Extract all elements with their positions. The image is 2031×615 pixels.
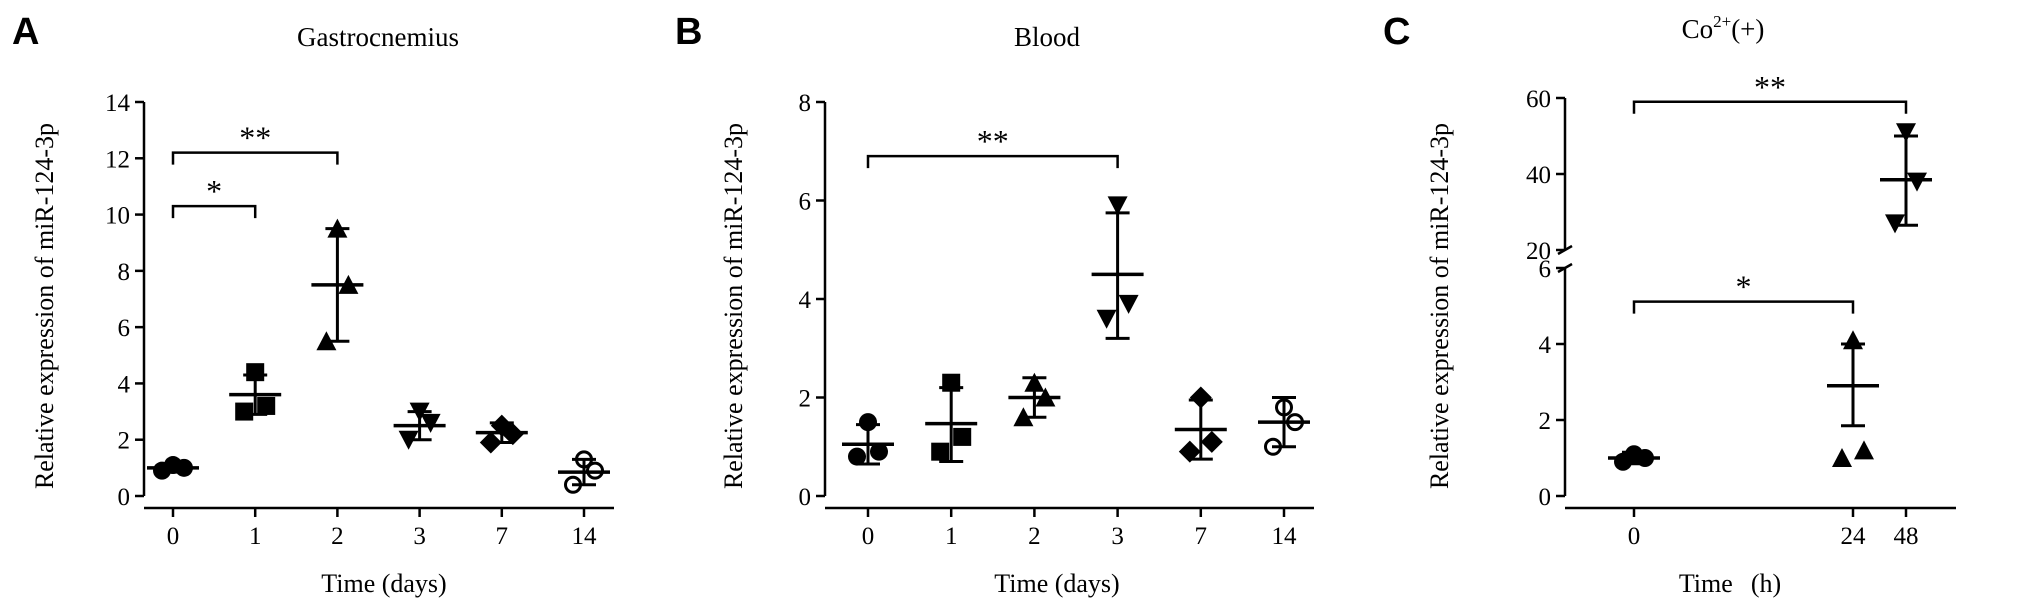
y-tick-label: 20 (1526, 238, 1551, 265)
panel-letter-b: B (675, 11, 702, 53)
data-point (1178, 440, 1201, 463)
significance-label: * (1736, 269, 1752, 305)
y-axis-label-b: Relative expression of miR-124-3p (719, 123, 748, 489)
significance-label: * (206, 173, 222, 209)
x-tick-label: 1 (945, 523, 958, 550)
significance-bracket (1632, 300, 1855, 314)
chart-title-a: Gastrocnemius (297, 22, 459, 52)
x-tick-label: 3 (1111, 523, 1124, 550)
significance-label: ** (977, 123, 1009, 159)
significance-bracket (866, 154, 1119, 169)
y-tick-label: 12 (105, 146, 130, 173)
x-tick-label: 14 (572, 523, 598, 550)
x-axis-label-a: Time (days) (321, 569, 446, 598)
y-tick-label: 4 (1539, 332, 1552, 359)
plot-area-b: 0 2 4 6 8 0 1 2 3 7 14 ** (799, 90, 1314, 550)
y-tick-label: 6 (1539, 256, 1552, 283)
panel-c: C Co2+(+) Relative expression of miR-124… (1383, 11, 1956, 598)
y-tick-label: 10 (105, 203, 130, 230)
x-tick-label: 0 (862, 523, 875, 550)
x-tick-label: 14 (1272, 523, 1298, 550)
chart-title-b: Blood (1014, 22, 1081, 52)
data-point (870, 442, 888, 461)
significance-label: ** (239, 120, 271, 156)
x-tick-label: 0 (1628, 523, 1641, 550)
y-tick-label: 4 (799, 287, 812, 314)
data-point (1907, 172, 1927, 192)
data-point (1832, 448, 1852, 467)
data-point (848, 447, 866, 466)
x-tick-label: 24 (1841, 523, 1867, 550)
x-tick-label: 2 (331, 523, 344, 550)
significance-label: ** (1754, 69, 1786, 105)
x-tick-label: 7 (1195, 523, 1208, 550)
y-tick-label: 8 (799, 90, 812, 117)
y-tick-label: 2 (1539, 408, 1552, 435)
data-point (420, 413, 441, 433)
y-tick-label: 4 (118, 371, 131, 398)
x-axis-label-c: Time (h) (1679, 569, 1781, 598)
data-point (1189, 386, 1212, 409)
x-axis-label-b: Time (days) (994, 569, 1119, 598)
y-tick-label: 6 (799, 189, 812, 216)
data-point (1096, 309, 1117, 329)
data-point (235, 402, 254, 421)
data-point (931, 442, 950, 461)
y-tick-label: 0 (1539, 484, 1552, 511)
y-tick-label: 8 (118, 259, 131, 286)
significance-bracket (171, 204, 257, 219)
y-tick-label: 0 (799, 484, 812, 511)
data-point (1118, 294, 1139, 314)
y-tick-label: 6 (118, 315, 131, 342)
y-tick-label: 2 (799, 386, 812, 413)
y-tick-label: 40 (1526, 162, 1551, 189)
panel-letter-a: A (12, 11, 39, 53)
y-tick-label: 2 (118, 428, 131, 455)
data-point (1896, 123, 1916, 143)
data-point (1854, 440, 1874, 460)
data-point (953, 427, 972, 446)
panel-b: B Blood Relative expression of miR-124-3… (675, 11, 1314, 598)
y-axis-label-c: Relative expression of miR-124-3p (1425, 123, 1454, 489)
data-point (246, 363, 265, 382)
x-tick-label: 7 (496, 523, 509, 550)
significance-bracket (171, 151, 339, 165)
y-axis-label-a: Relative expression of miR-124-3p (30, 123, 59, 489)
y-tick-label: 14 (105, 90, 131, 117)
panel-letter-c: C (1383, 11, 1410, 53)
panel-a: A Gastrocnemius Relative expression of m… (12, 11, 614, 598)
y-tick-label: 0 (118, 484, 131, 511)
data-point (859, 413, 877, 432)
data-point (257, 396, 276, 415)
x-tick-label: 2 (1028, 523, 1041, 550)
chart-title-c: Co2+(+) (1682, 12, 1765, 44)
x-tick-label: 1 (249, 523, 262, 550)
y-tick-label: 60 (1526, 86, 1551, 113)
x-tick-label: 3 (413, 523, 426, 550)
x-tick-label: 48 (1894, 523, 1919, 550)
data-point (1107, 196, 1128, 216)
significance-bracket (1632, 100, 1908, 114)
x-tick-label: 0 (167, 523, 180, 550)
data-point (1200, 430, 1223, 453)
